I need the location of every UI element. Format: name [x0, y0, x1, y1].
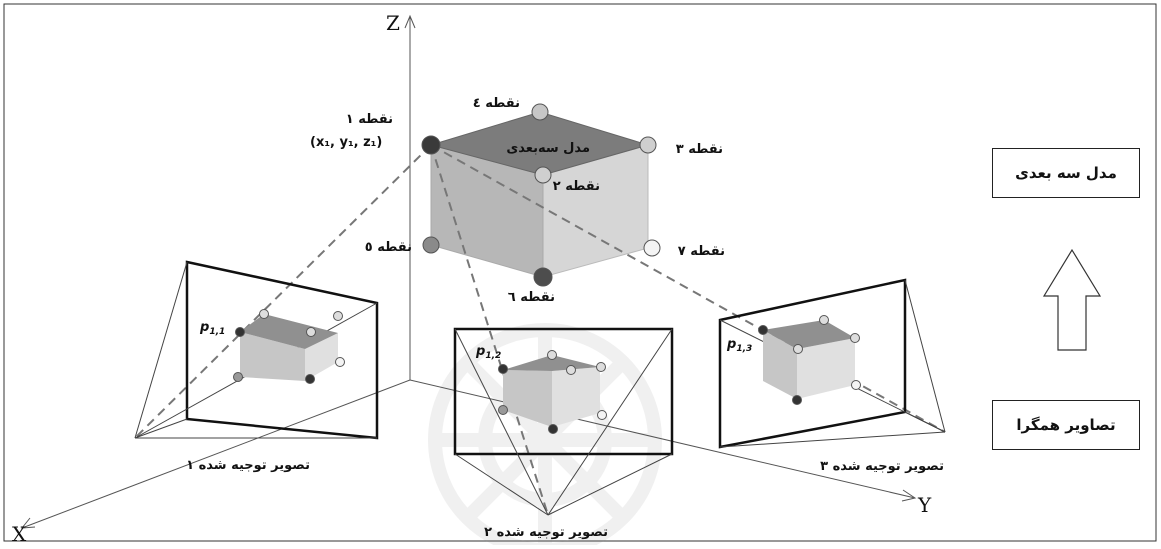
image-3-caption: تصویر توجیه شده ۳: [820, 459, 944, 474]
x-axis-arrow-icon: [20, 517, 36, 529]
model-label: مدل سه‌بعدی: [506, 141, 590, 156]
ray-to-image-3: [430, 144, 946, 433]
x-axis-line: [21, 379, 411, 529]
image-1-group: p1,1 تصویر توجیه شده ۱: [134, 260, 379, 473]
cube-points: [421, 103, 661, 287]
image-2-point-label: p1,2: [475, 344, 501, 361]
image-1-point-label: p1,1: [199, 320, 225, 337]
label-box-3d-model: مدل سه بعدی: [992, 148, 1140, 198]
ray-to-image-1: [134, 144, 432, 439]
image-2-group: p1,2 تصویر توجیه شده ۲: [453, 327, 674, 540]
point-1-label: نقطه ۱: [346, 112, 393, 127]
point-5-marker: [422, 236, 440, 254]
point-6-label: نقطه ٦: [508, 290, 555, 305]
point-2-label: نقطه ۲: [553, 179, 600, 194]
point-4-marker: [531, 103, 549, 121]
z-axis-label: Z: [386, 11, 400, 35]
point-2-marker: [534, 166, 552, 184]
outer-frame: [3, 3, 1157, 542]
axes: [20, 14, 917, 529]
image-3-group: p1,3 تصویر توجیه شده ۳: [718, 278, 946, 474]
point-7-label: نقطه ۷: [678, 244, 725, 259]
point-6-marker: [533, 267, 553, 287]
image-3-point-label: p1,3: [726, 337, 752, 354]
point-7-marker: [643, 239, 661, 257]
point-4-label: نقطه ٤: [473, 96, 520, 111]
up-arrow-icon: [1042, 248, 1102, 351]
cube-model: [429, 111, 650, 278]
label-box-convergent-images: تصاویر همگرا: [992, 400, 1140, 450]
y-axis-line: [409, 379, 916, 499]
point-5-label: نقطه ٥: [365, 240, 412, 255]
point-1-marker: [421, 135, 441, 155]
z-axis-arrow-icon: [404, 14, 416, 29]
point-3-label: نقطه ۳: [676, 142, 723, 157]
image-2-caption: تصویر توجیه شده ۲: [484, 525, 608, 540]
point-3-marker: [639, 136, 657, 154]
y-axis-label: Y: [917, 493, 932, 517]
image-1-caption: تصویر توجیه شده ۱: [186, 458, 310, 473]
point-1-coords: (x₁, y₁, z₁): [310, 135, 382, 150]
image-2-frame: [453, 327, 674, 456]
y-axis-arrow-icon: [901, 489, 917, 502]
x-axis-label: X: [12, 522, 27, 545]
